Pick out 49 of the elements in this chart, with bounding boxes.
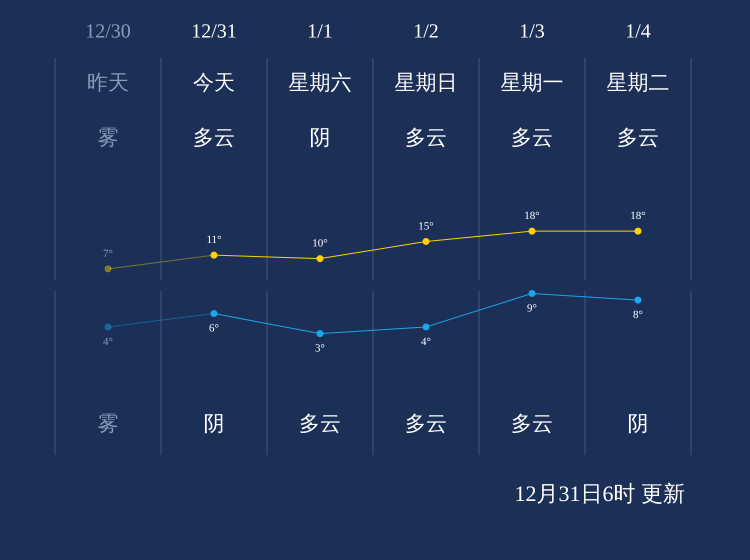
data-label: 8° (633, 309, 643, 322)
text: 阴 (310, 126, 330, 150)
text: 星期一 (500, 70, 564, 95)
data-label: 6° (209, 322, 219, 334)
data-label: 18° (524, 210, 540, 222)
text: 今天 (193, 70, 235, 95)
point (528, 228, 536, 235)
text: 多云 (193, 126, 235, 150)
data-label: 9° (527, 302, 537, 314)
text: 星期日 (394, 70, 458, 95)
text: 多云 (299, 412, 341, 436)
point (104, 323, 112, 330)
text: 阴 (204, 412, 224, 436)
point (210, 252, 218, 259)
data-label: 15° (418, 220, 434, 232)
data-label: 11° (206, 234, 222, 246)
data-label: 10° (312, 238, 328, 250)
point (316, 255, 324, 262)
x-tick-label: 12/30 (85, 20, 131, 42)
x-tick-label: 1/1 (307, 20, 333, 42)
text: 雾 (98, 412, 118, 436)
data-label: 18° (630, 210, 646, 222)
point (634, 228, 642, 235)
x-tick-label: 12/31 (191, 20, 237, 42)
text: 多云 (405, 126, 447, 150)
text: 雾 (98, 126, 118, 150)
point (422, 323, 430, 330)
data-label: 7° (103, 248, 113, 260)
text: 星期六 (288, 70, 352, 95)
data-label: 4° (103, 336, 113, 348)
text: 多云 (511, 412, 553, 436)
text: 12月31日6时 更新 (514, 480, 685, 506)
data-label: 3° (315, 342, 325, 355)
point (528, 290, 536, 297)
text: 多云 (405, 412, 447, 436)
point (422, 238, 430, 245)
x-tick-label: 1/3 (519, 20, 545, 42)
point (104, 265, 112, 272)
text: 星期二 (606, 70, 670, 95)
point (634, 296, 642, 304)
text: 阴 (628, 412, 648, 436)
point (210, 310, 218, 318)
data-label: 4° (421, 336, 431, 348)
point (316, 330, 324, 338)
text: 多云 (511, 126, 553, 150)
text: 昨天 (87, 70, 129, 95)
x-tick-label: 1/4 (625, 20, 651, 42)
text: 多云 (617, 126, 659, 150)
x-tick-label: 1/2 (413, 20, 439, 42)
